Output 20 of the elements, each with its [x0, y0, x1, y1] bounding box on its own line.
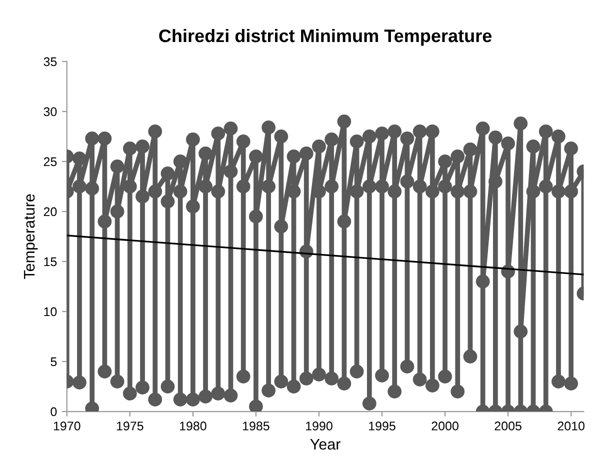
x-tick-label: 2000 [432, 422, 458, 430]
x-tick-label: 1980 [180, 422, 206, 430]
x-tick-label: 1985 [243, 422, 270, 430]
y-tick-label: 25 [44, 157, 57, 166]
y-tick-label: 10 [44, 307, 57, 316]
y-tick-label: 35 [44, 57, 57, 66]
y-tick-label: 5 [50, 357, 57, 366]
x-tick-label: 1970 [54, 422, 80, 430]
x-tick-label: 1975 [116, 422, 144, 430]
y-tick-label: 15 [44, 257, 57, 266]
y-axis-title: Temperature [24, 194, 38, 280]
x-axis-title: Year [310, 439, 340, 450]
y-tick-label: 20 [44, 207, 57, 216]
x-tick-label: 2010 [558, 422, 584, 430]
y-tick-label: 0 [50, 407, 57, 416]
x-tick-label: 2005 [494, 422, 522, 430]
chart-title: Chiredzi district Minimum Temperature [159, 28, 492, 46]
x-tick-label: 1995 [369, 422, 396, 430]
y-tick-label: 30 [44, 107, 57, 116]
x-tick-label: 1990 [306, 422, 332, 430]
